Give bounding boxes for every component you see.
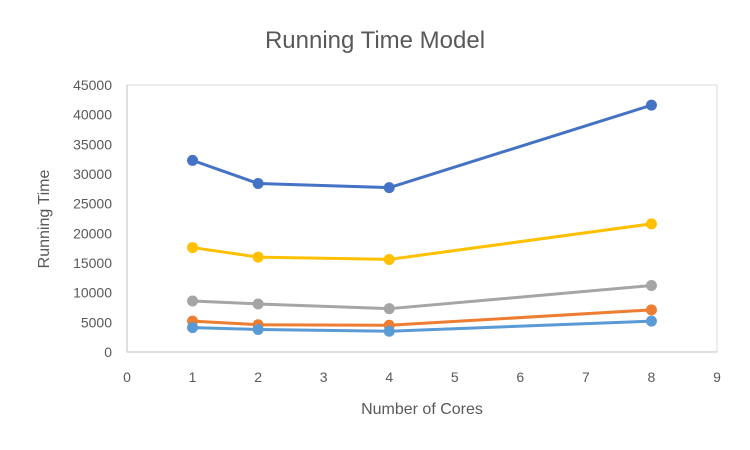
y-tick-label: 10000 (73, 285, 112, 301)
x-tick-labels: 0 1 2 3 4 5 6 7 8 9 (123, 369, 721, 385)
series-3-line (191, 284, 653, 311)
x-tick-label: 8 (648, 369, 656, 385)
series-1-point (383, 182, 395, 194)
series-2-line (191, 222, 653, 261)
series-5-point (645, 315, 657, 327)
series-2-point (383, 253, 395, 265)
series-5-point (252, 323, 264, 335)
y-tick-label: 0 (104, 344, 112, 360)
x-tick-label: 7 (582, 369, 590, 385)
y-axis-label: Running Time (36, 170, 53, 269)
series-1-point (187, 154, 199, 166)
y-tick-label: 35000 (73, 136, 112, 152)
x-tick-label: 9 (713, 369, 721, 385)
y-tick-labels: 0 5000 10000 15000 20000 25000 30000 35000 40000… (73, 77, 112, 360)
series-5-line (191, 319, 653, 333)
x-tick-label: 5 (451, 369, 459, 385)
y-tick-label: 30000 (73, 166, 112, 182)
series-5-point (187, 322, 199, 334)
x-tick-label: 3 (320, 369, 328, 385)
series-2-point (187, 242, 199, 254)
series-1-point (252, 177, 264, 189)
series-group (187, 99, 657, 337)
series-3-point (645, 280, 657, 292)
series-5 (187, 315, 657, 337)
series-4-line (191, 308, 653, 327)
y-tick-label: 40000 (73, 107, 112, 123)
y-tick-label: 5000 (81, 314, 112, 330)
series-2-point (645, 218, 657, 230)
series-4-point (645, 304, 657, 316)
series-2-point (252, 251, 264, 263)
series-3 (187, 280, 657, 315)
x-tick-label: 1 (189, 369, 197, 385)
y-tick-label: 15000 (73, 255, 112, 271)
y-tick-label: 25000 (73, 196, 112, 212)
chart-title: Running Time Model (265, 27, 485, 54)
series-3-point (187, 295, 199, 307)
series-3-point (252, 298, 264, 310)
series-1 (187, 99, 657, 194)
y-tick-label: 45000 (73, 77, 112, 93)
x-tick-label: 4 (385, 369, 393, 385)
series-3-point (383, 303, 395, 315)
series-1-point (645, 99, 657, 111)
series-5-point (383, 325, 395, 337)
x-tick-label: 2 (254, 369, 262, 385)
x-tick-label: 6 (516, 369, 524, 385)
series-2 (187, 218, 657, 265)
y-tick-label: 20000 (73, 225, 112, 241)
x-axis-label: Number of Cores (361, 401, 483, 418)
x-tick-label: 0 (123, 369, 131, 385)
series-1-line (191, 103, 653, 190)
